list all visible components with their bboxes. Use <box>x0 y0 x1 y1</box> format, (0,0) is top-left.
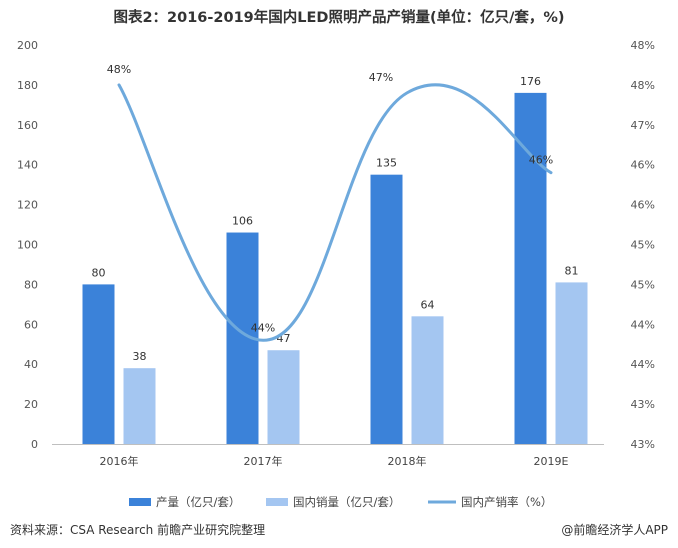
rate-line-group: 48% 44% 47% 46% <box>107 63 553 342</box>
bar-sales <box>411 316 444 444</box>
watermark-credit: @前瞻经济学人APP <box>561 523 668 537</box>
right-tick-label: 48% <box>631 39 655 52</box>
bar-production <box>82 284 115 444</box>
legend-label-sales: 国内销量（亿只/套） <box>293 495 400 509</box>
data-label-production: 80 <box>92 266 106 279</box>
x-tick-label: 2016年 <box>100 454 139 468</box>
left-tick-label: 60 <box>24 318 38 331</box>
data-label-sales: 38 <box>133 350 147 363</box>
legend-swatch-production <box>129 498 151 506</box>
rate-data-label: 47% <box>369 71 393 84</box>
bar-sales <box>267 350 300 444</box>
right-tick-label: 44% <box>631 318 655 331</box>
left-tick-label: 120 <box>17 199 38 212</box>
legend: 产量（亿只/套） 国内销量（亿只/套） 国内产销率（%） <box>129 495 552 509</box>
data-label-sales: 64 <box>421 298 435 311</box>
bar-production <box>514 92 547 444</box>
right-tick-label: 43% <box>631 438 655 451</box>
left-tick-label: 80 <box>24 278 38 291</box>
legend-swatch-sales <box>266 498 288 506</box>
bar-sales <box>555 282 588 444</box>
chart-title: 图表2：2016-2019年国内LED照明产品产销量(单位：亿只/套，%) <box>113 10 565 26</box>
left-tick-label: 100 <box>17 239 38 252</box>
legend-label-production: 产量（亿只/套） <box>156 495 240 509</box>
data-label-production: 106 <box>232 215 253 228</box>
left-tick-label: 180 <box>17 79 38 92</box>
data-label-sales: 81 <box>565 264 579 277</box>
right-tick-label: 48% <box>631 79 655 92</box>
data-label-production: 135 <box>376 157 397 170</box>
right-axis: 43% 43% 44% 44% 45% 45% 46% 46% 47% 48% 48% <box>631 39 655 451</box>
left-tick-label: 40 <box>24 358 38 371</box>
right-tick-label: 44% <box>631 358 655 371</box>
bar-production <box>370 174 403 445</box>
left-tick-label: 0 <box>31 438 38 451</box>
bar-sales <box>123 368 156 444</box>
left-tick-label: 140 <box>17 159 38 172</box>
rate-line <box>117 83 553 342</box>
right-tick-label: 45% <box>631 278 655 291</box>
right-tick-label: 46% <box>631 159 655 172</box>
right-tick-label: 43% <box>631 398 655 411</box>
legend-label-rate: 国内产销率（%） <box>461 495 552 509</box>
left-tick-label: 20 <box>24 398 38 411</box>
left-axis: 0 20 40 60 80 100 120 140 160 180 200 <box>17 39 38 451</box>
x-axis: 2016年 2017年 2018年 2019E <box>100 454 569 468</box>
rate-data-label: 48% <box>107 63 131 76</box>
x-tick-label: 2017年 <box>244 454 283 468</box>
rate-data-label: 44% <box>251 321 275 334</box>
right-tick-label: 45% <box>631 239 655 252</box>
right-tick-label: 46% <box>631 199 655 212</box>
right-tick-label: 47% <box>631 119 655 132</box>
source-note: 资料来源：CSA Research 前瞻产业研究院整理 <box>10 523 266 537</box>
left-tick-label: 160 <box>17 119 38 132</box>
x-tick-label: 2019E <box>534 455 569 468</box>
x-tick-label: 2018年 <box>388 454 427 468</box>
rate-data-label: 46% <box>529 154 553 167</box>
left-tick-label: 200 <box>17 39 38 52</box>
data-label-production: 176 <box>520 75 541 88</box>
